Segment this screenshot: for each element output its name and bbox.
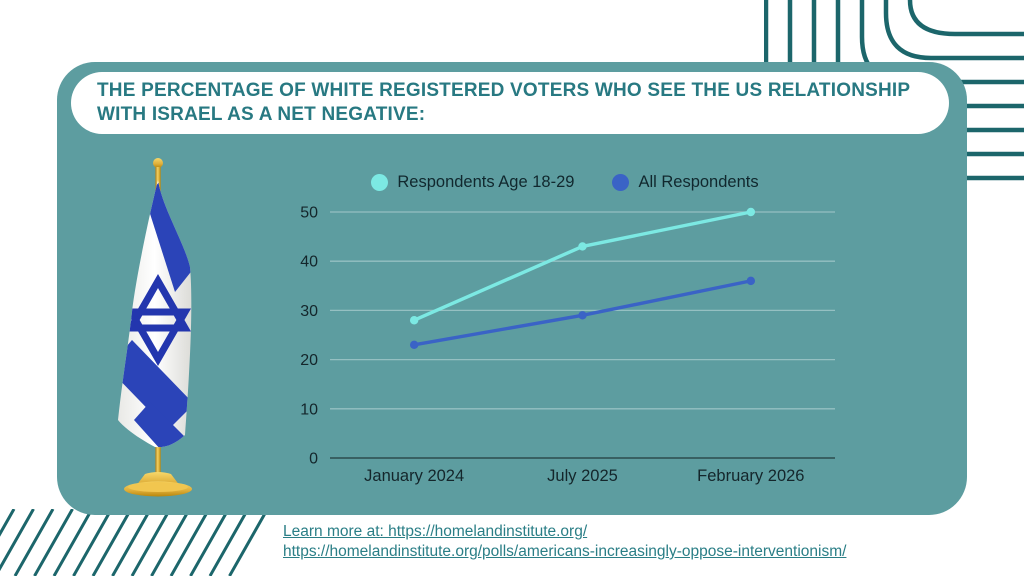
footer-links: Learn more at: https://homelandinstitute… — [283, 522, 846, 562]
data-point — [578, 311, 587, 320]
star-of-david-icon — [124, 273, 192, 367]
flag-cloth — [118, 180, 192, 448]
data-point — [746, 207, 756, 217]
legend-item: All Respondents — [612, 172, 759, 192]
title-banner: THE PERCENTAGE OF WHITE REGISTERED VOTER… — [71, 72, 949, 134]
data-point — [409, 316, 419, 325]
x-tick-label: January 2024 — [364, 467, 464, 485]
learn-more-link[interactable]: Learn more at: https://homelandinstitute… — [283, 523, 588, 540]
chart-legend: Respondents Age 18-29 All Respondents — [280, 170, 850, 194]
data-point — [746, 276, 756, 286]
y-tick-label: 40 — [300, 254, 318, 271]
x-tick-label: July 2025 — [547, 467, 618, 485]
israel-flag-icon — [118, 158, 192, 497]
poll-url-link[interactable]: https://homelandinstitute.org/polls/amer… — [283, 543, 847, 560]
y-tick-label: 0 — [309, 451, 318, 468]
legend-dot-icon — [371, 173, 389, 191]
infographic-card: THE PERCENTAGE OF WHITE REGISTERED VOTER… — [57, 62, 967, 515]
y-tick-label: 20 — [300, 352, 318, 369]
x-tick-label: February 2026 — [697, 467, 804, 485]
y-tick-label: 10 — [300, 401, 318, 418]
y-tick-label: 50 — [300, 205, 318, 222]
data-point — [578, 242, 587, 251]
y-tick-label: 30 — [300, 303, 318, 320]
flag-base — [124, 472, 192, 497]
page-title: THE PERCENTAGE OF WHITE REGISTERED VOTER… — [97, 80, 910, 125]
diagonal-stripes-icon — [0, 509, 269, 576]
series-line — [412, 210, 753, 322]
line-chart: 0 10 20 30 40 50 January 2024 July 2025 February… — [300, 205, 835, 485]
legend-dot-icon — [612, 173, 630, 191]
data-point — [409, 340, 419, 350]
legend-label: All Respondents — [638, 172, 759, 191]
legend-label: Respondents Age 18-29 — [397, 172, 575, 191]
legend-item: Respondents Age 18-29 — [371, 173, 574, 192]
